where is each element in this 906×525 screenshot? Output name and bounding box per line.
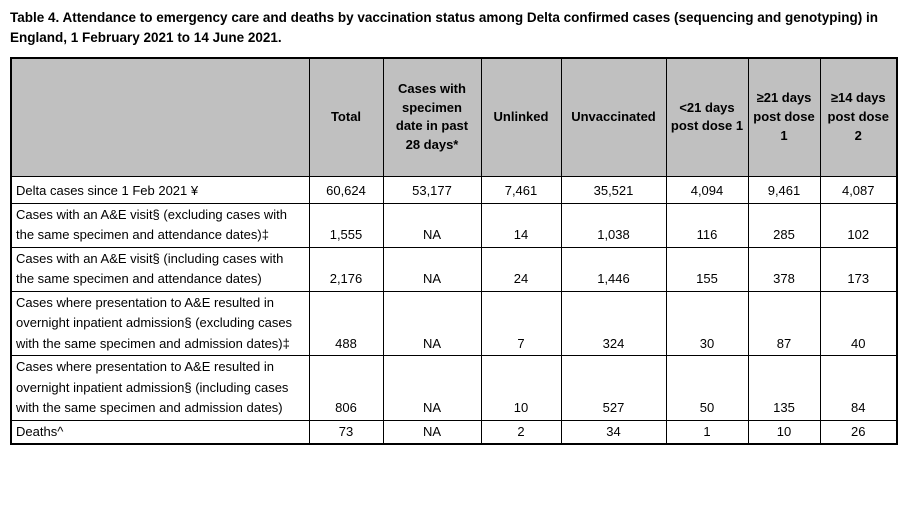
cell-value: 53,177 [382, 175, 482, 204]
cell-value: 26 [819, 419, 898, 445]
table-row: Cases with an A&E visit§ (including case… [10, 246, 898, 292]
column-header-gte21-days-dose1: ≥21 days post dose 1 [747, 57, 821, 177]
cell-value: NA [382, 202, 482, 248]
column-header-gte14-days-dose2: ≥14 days post dose 2 [819, 57, 898, 177]
cell-value: 1,555 [308, 202, 384, 248]
cell-value: 2,176 [308, 246, 384, 292]
row-label: Deaths^ [10, 419, 310, 445]
cell-value: 4,094 [665, 175, 749, 204]
cell-value: 116 [665, 202, 749, 248]
cell-value: 87 [747, 290, 821, 357]
row-label: Cases with an A&E visit§ (excluding case… [10, 202, 310, 248]
cell-value: 14 [480, 202, 562, 248]
table-row: Delta cases since 1 Feb 2021 ¥60,624 53,1… [10, 175, 898, 204]
cell-value: 2 [480, 419, 562, 445]
cell-value: 50 [665, 355, 749, 421]
table-header-row: Total Cases with specimen date in past 2… [10, 57, 898, 177]
cell-value: 527 [560, 355, 667, 421]
cell-value: 34 [560, 419, 667, 445]
cell-value: 24 [480, 246, 562, 292]
table-body: Delta cases since 1 Feb 2021 ¥60,624 53,1… [10, 175, 898, 445]
column-header-specimen-28-days: Cases with specimen date in past 28 days… [382, 57, 482, 177]
row-label: Delta cases since 1 Feb 2021 ¥ [10, 175, 310, 204]
cell-value: 1 [665, 419, 749, 445]
table-row: Cases where presentation to A&E resulted… [10, 355, 898, 421]
cell-value: 324 [560, 290, 667, 357]
cell-value: 73 [308, 419, 384, 445]
cell-value: 4,087 [819, 175, 898, 204]
cell-value: 806 [308, 355, 384, 421]
cell-value: 10 [747, 419, 821, 445]
cell-value: NA [382, 419, 482, 445]
cell-value: 285 [747, 202, 821, 248]
cell-value: 10 [480, 355, 562, 421]
row-label: Cases with an A&E visit§ (including case… [10, 246, 310, 292]
cell-value: 30 [665, 290, 749, 357]
column-header-unvaccinated: Unvaccinated [560, 57, 667, 177]
cell-value: 378 [747, 246, 821, 292]
column-header-total: Total [308, 57, 384, 177]
cell-value: 84 [819, 355, 898, 421]
table-row: Cases with an A&E visit§ (excluding case… [10, 202, 898, 248]
column-header-blank [10, 57, 310, 177]
row-label: Cases where presentation to A&E resulted… [10, 355, 310, 421]
cell-value: 9,461 [747, 175, 821, 204]
cell-value: 35,521 [560, 175, 667, 204]
cell-value: NA [382, 355, 482, 421]
cell-value: NA [382, 246, 482, 292]
cell-value: 40 [819, 290, 898, 357]
row-label: Cases where presentation to A&E resulted… [10, 290, 310, 357]
attendance-deaths-table: Total Cases with specimen date in past 2… [10, 57, 898, 446]
cell-value: 155 [665, 246, 749, 292]
table-row: Deaths^ 73 NA 2 34 1 10 26 [10, 419, 898, 445]
cell-value: 135 [747, 355, 821, 421]
cell-value: 173 [819, 246, 898, 292]
cell-value: 60,624 [308, 175, 384, 204]
cell-value: 7,461 [480, 175, 562, 204]
column-header-lt21-days-dose1: <21 days post dose 1 [665, 57, 749, 177]
table-title: Table 4. Attendance to emergency care an… [10, 10, 878, 45]
cell-value: NA [382, 290, 482, 357]
cell-value: 488 [308, 290, 384, 357]
cell-value: 7 [480, 290, 562, 357]
column-header-unlinked: Unlinked [480, 57, 562, 177]
table-row: Cases where presentation to A&E resulted… [10, 290, 898, 357]
cell-value: 1,038 [560, 202, 667, 248]
cell-value: 102 [819, 202, 898, 248]
cell-value: 1,446 [560, 246, 667, 292]
